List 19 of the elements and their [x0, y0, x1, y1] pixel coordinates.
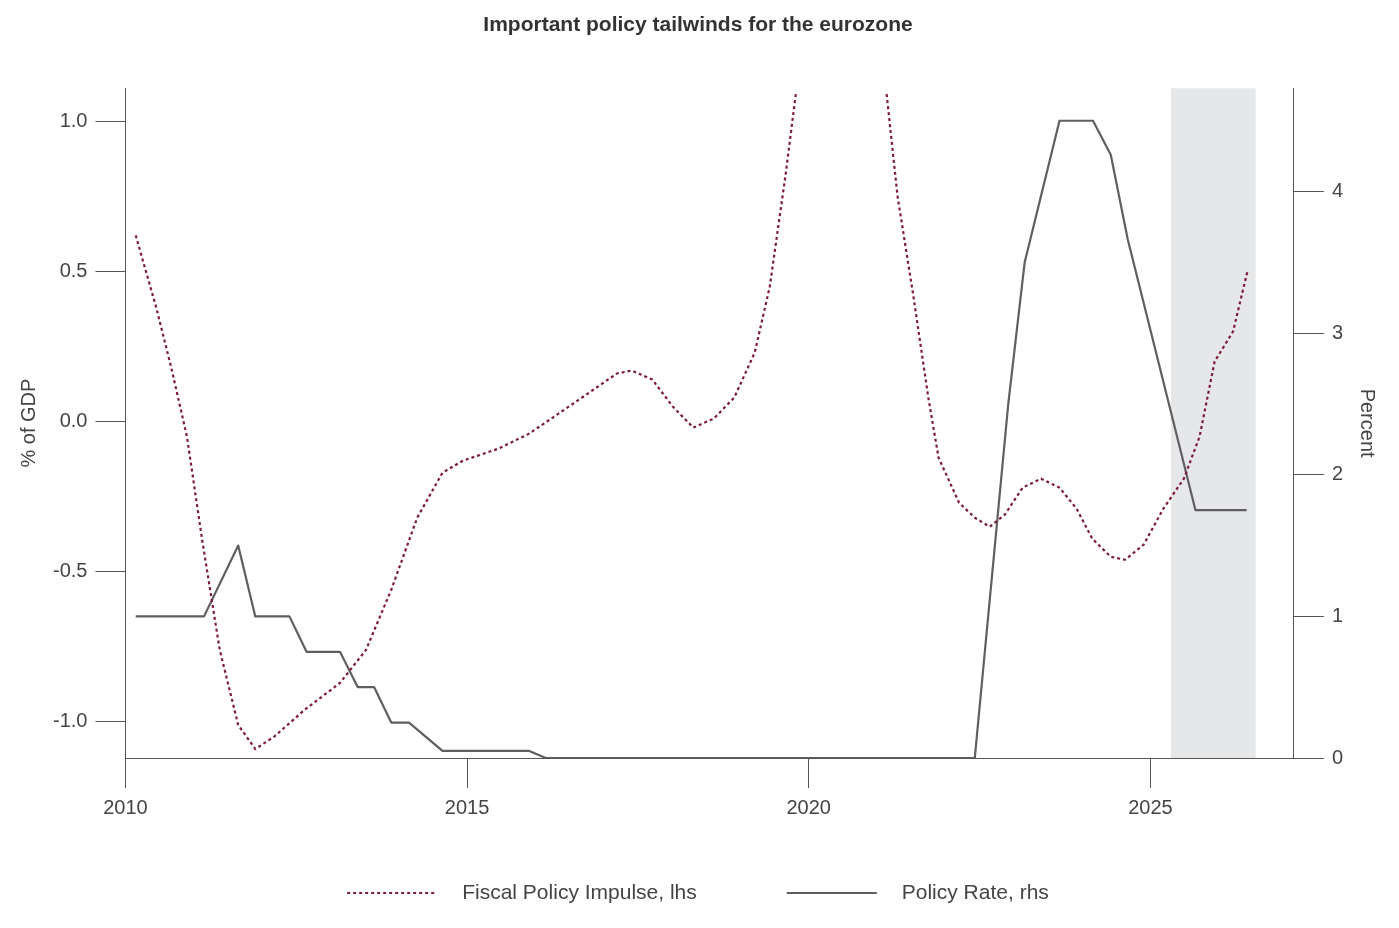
- legend-label: Policy Rate, rhs: [901, 879, 1049, 903]
- y2-tick-label: 4: [1331, 179, 1343, 202]
- y-tick-label: -0.5: [52, 559, 88, 582]
- x-tick-label: 2010: [103, 795, 148, 818]
- y2-tick-label: 3: [1331, 320, 1343, 343]
- legend-label: Fiscal Policy Impulse, lhs: [462, 879, 697, 903]
- y-tick-label: 1.0: [59, 108, 88, 131]
- y-axis-title: % of GDP: [16, 378, 39, 468]
- x-tick-label: 2020: [786, 795, 831, 818]
- x-tick-label: 2025: [1128, 795, 1173, 818]
- y2-tick-label: 2: [1331, 462, 1343, 485]
- y-tick-label: 0.5: [59, 258, 88, 281]
- y2-tick-label: 1: [1331, 603, 1343, 626]
- x-tick-label: 2015: [444, 795, 490, 818]
- chart-title: Important policy tailwinds for the eurozone: [483, 12, 913, 36]
- y-tick-label: 0.0: [59, 409, 88, 432]
- y2-tick-label: 0: [1331, 745, 1343, 768]
- y-tick-label: -1.0: [52, 709, 88, 732]
- y2-axis-title: Percent: [1357, 388, 1380, 458]
